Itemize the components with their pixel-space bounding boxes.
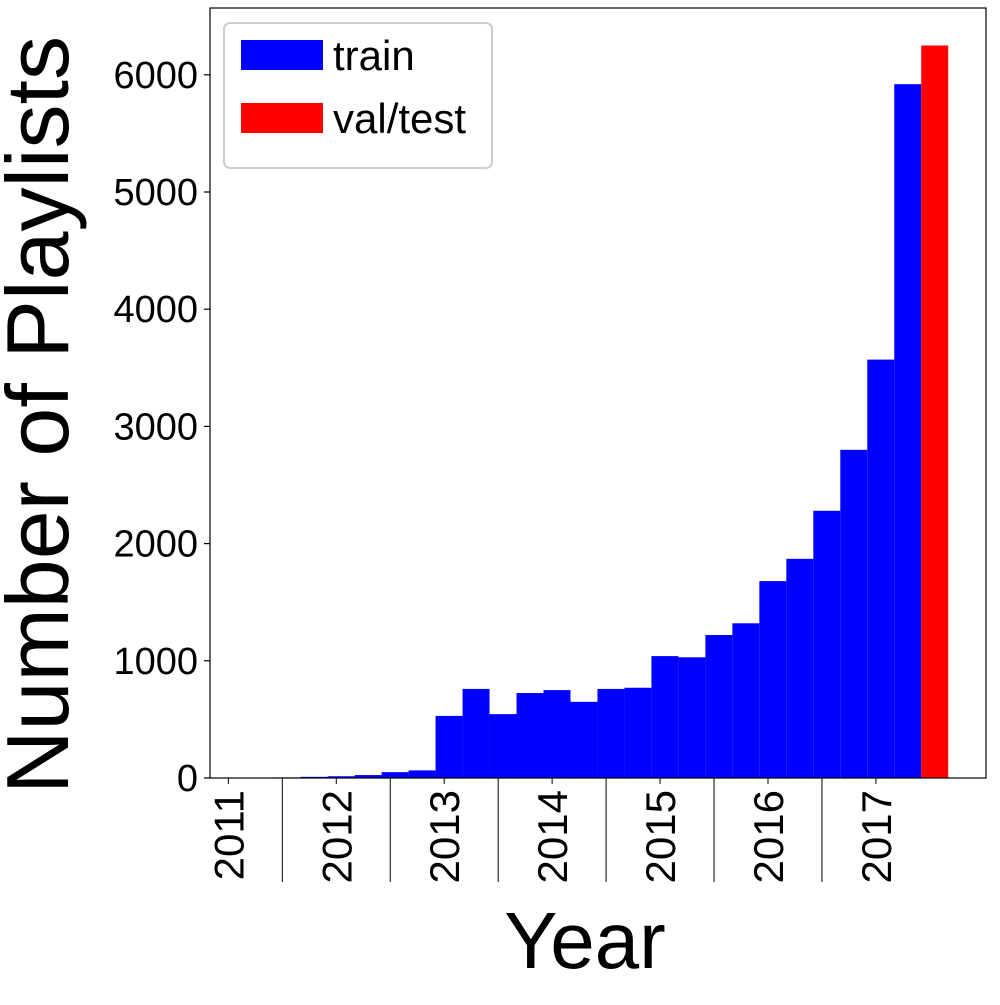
bar bbox=[543, 690, 571, 778]
legend-swatch bbox=[241, 40, 323, 70]
bar bbox=[570, 701, 598, 778]
bar bbox=[867, 359, 895, 778]
bar bbox=[381, 772, 409, 778]
x-tick-label: 2013 bbox=[421, 790, 468, 883]
bar bbox=[597, 688, 625, 778]
y-tick-label: 5000 bbox=[113, 172, 198, 214]
bar bbox=[705, 635, 733, 778]
bar bbox=[327, 776, 355, 778]
bar bbox=[408, 770, 436, 778]
bar bbox=[732, 623, 760, 778]
bar bbox=[354, 775, 382, 778]
x-tick-label: 2017 bbox=[853, 790, 900, 883]
bar bbox=[813, 510, 841, 778]
y-tick-label: 1000 bbox=[113, 641, 198, 683]
bar bbox=[840, 449, 868, 778]
x-tick-label: 2011 bbox=[205, 790, 252, 880]
x-tick-label: 2012 bbox=[313, 790, 360, 883]
x-tick-label: 2016 bbox=[745, 790, 792, 883]
y-tick-label: 4000 bbox=[113, 289, 198, 331]
bar bbox=[516, 693, 544, 778]
y-tick-label: 2000 bbox=[113, 524, 198, 566]
legend-label: val/test bbox=[333, 95, 466, 142]
bar bbox=[462, 688, 490, 778]
y-tick-label: 0 bbox=[177, 758, 198, 800]
y-tick-label: 6000 bbox=[113, 55, 198, 97]
legend-swatch bbox=[241, 103, 323, 133]
x-axis-title: Year bbox=[504, 896, 666, 985]
bar bbox=[651, 656, 679, 778]
bar bbox=[759, 581, 787, 778]
y-tick-label: 3000 bbox=[113, 406, 198, 448]
legend-label: train bbox=[333, 32, 415, 79]
x-tick-label: 2014 bbox=[529, 790, 576, 883]
x-tick-label: 2015 bbox=[637, 790, 684, 883]
bar bbox=[435, 715, 463, 778]
bar bbox=[624, 687, 652, 778]
plot-frame bbox=[209, 7, 987, 779]
bar bbox=[678, 657, 706, 778]
bar bbox=[921, 45, 949, 779]
bar bbox=[489, 714, 517, 778]
bar bbox=[786, 558, 814, 778]
bar bbox=[894, 84, 922, 778]
y-axis-title: Number of Playlists bbox=[0, 36, 87, 794]
